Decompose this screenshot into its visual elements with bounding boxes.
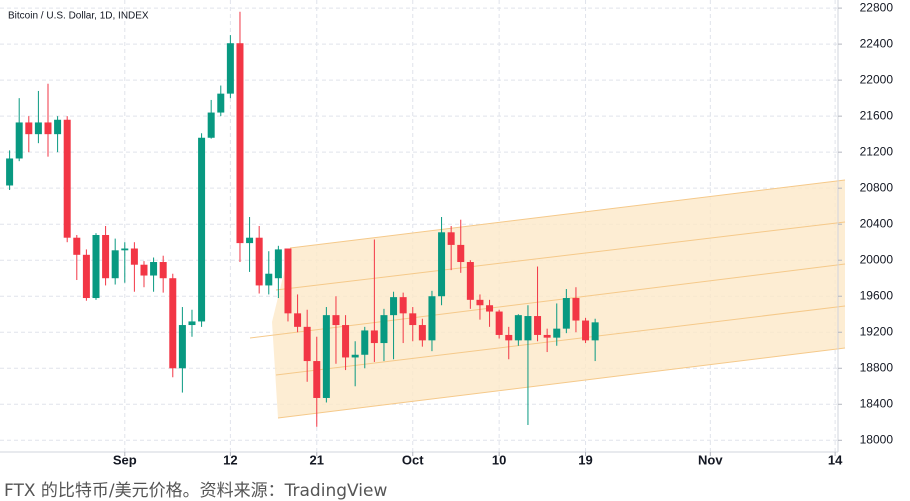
candle-body bbox=[207, 112, 215, 138]
candle-body bbox=[178, 325, 186, 369]
candle-body bbox=[313, 361, 321, 398]
candle-body bbox=[246, 237, 254, 244]
candle-body bbox=[54, 119, 62, 135]
candle-body bbox=[44, 122, 52, 135]
x-tick-label: 10 bbox=[492, 452, 506, 467]
y-tick-label: 20400 bbox=[860, 216, 894, 230]
candle-body bbox=[34, 122, 42, 135]
candle-body bbox=[150, 262, 158, 276]
candle-body bbox=[572, 298, 580, 321]
candle-body bbox=[25, 122, 33, 135]
y-tick-label: 21200 bbox=[860, 144, 894, 158]
candle-body bbox=[284, 248, 292, 314]
candle-body bbox=[466, 262, 474, 300]
candle-body bbox=[476, 299, 484, 306]
x-tick-label: Oct bbox=[402, 452, 424, 467]
y-tick-label: 20800 bbox=[860, 180, 894, 194]
candle-body bbox=[390, 297, 398, 316]
candle-body bbox=[63, 119, 71, 238]
candle-body bbox=[73, 237, 81, 255]
chart-title: Bitcoin / U.S. Dollar, 1D, INDEX bbox=[8, 11, 149, 22]
regression-channel bbox=[249, 179, 846, 419]
candle-body bbox=[274, 249, 282, 279]
candle-body bbox=[342, 325, 350, 358]
y-tick-label: 18400 bbox=[860, 396, 894, 410]
y-tick-label: 22800 bbox=[860, 0, 894, 14]
y-tick-label: 22000 bbox=[860, 72, 894, 86]
candle-body bbox=[351, 354, 359, 358]
candle-body bbox=[303, 326, 311, 362]
candle-body bbox=[524, 316, 532, 341]
candle-body bbox=[457, 244, 465, 263]
y-tick-label: 22400 bbox=[860, 36, 894, 50]
candle-body bbox=[562, 298, 570, 329]
candle-body bbox=[6, 158, 14, 186]
candle-body bbox=[486, 305, 494, 312]
candle-body bbox=[447, 232, 455, 245]
caption: FTX 的比特币/美元价格。资料来源：TradingView bbox=[4, 481, 388, 501]
candle-body bbox=[380, 315, 388, 344]
candle-body bbox=[15, 122, 23, 159]
y-tick-label: 19600 bbox=[860, 288, 894, 302]
candle-body bbox=[169, 278, 177, 369]
y-tick-label: 20000 bbox=[860, 252, 894, 266]
x-tick-label: 21 bbox=[310, 452, 324, 467]
y-tick-label: 21600 bbox=[860, 108, 894, 122]
candle-body bbox=[265, 273, 273, 286]
candle-body bbox=[582, 320, 590, 341]
candle-body bbox=[140, 264, 148, 276]
candle-body bbox=[534, 316, 542, 335]
x-tick-label: 19 bbox=[578, 452, 592, 467]
candle-body bbox=[514, 315, 522, 341]
candle-body bbox=[438, 232, 446, 297]
candle-body bbox=[409, 313, 417, 326]
candle-body bbox=[543, 334, 551, 338]
candle-body bbox=[111, 250, 119, 279]
x-tick-label: Sep bbox=[113, 452, 137, 467]
candle-body bbox=[102, 235, 110, 279]
candle-body bbox=[322, 315, 330, 398]
x-tick-label: 14 bbox=[828, 452, 843, 467]
candle-body bbox=[418, 325, 426, 341]
candle-body bbox=[553, 328, 561, 338]
candle-body bbox=[121, 248, 129, 251]
candle-body bbox=[428, 296, 436, 341]
candle-body bbox=[159, 262, 167, 279]
y-tick-label: 18800 bbox=[860, 360, 894, 374]
candle-body bbox=[226, 43, 234, 94]
candle-body bbox=[82, 254, 90, 299]
candle-body bbox=[495, 311, 503, 335]
candle-body bbox=[188, 321, 196, 326]
chart: Bitcoin / U.S. Dollar, 1D, INDEX 18000 18… bbox=[0, 0, 894, 467]
x-tick-label: Nov bbox=[698, 452, 723, 467]
candle-body bbox=[361, 330, 369, 355]
x-tick-label: 12 bbox=[223, 452, 237, 467]
y-tick-label: 18000 bbox=[860, 432, 894, 446]
candle-body bbox=[236, 43, 244, 244]
candle-body bbox=[198, 137, 206, 322]
candle-body bbox=[294, 313, 302, 327]
candle-body bbox=[332, 315, 340, 326]
candle-body bbox=[370, 330, 378, 344]
candle-body bbox=[505, 334, 513, 341]
candle-body bbox=[399, 297, 407, 314]
candle-body bbox=[591, 322, 599, 341]
candle-body bbox=[130, 248, 138, 265]
candle-body bbox=[217, 93, 225, 113]
y-tick-label: 19200 bbox=[860, 324, 894, 338]
candle-body bbox=[255, 237, 263, 286]
candle-body bbox=[92, 235, 100, 299]
